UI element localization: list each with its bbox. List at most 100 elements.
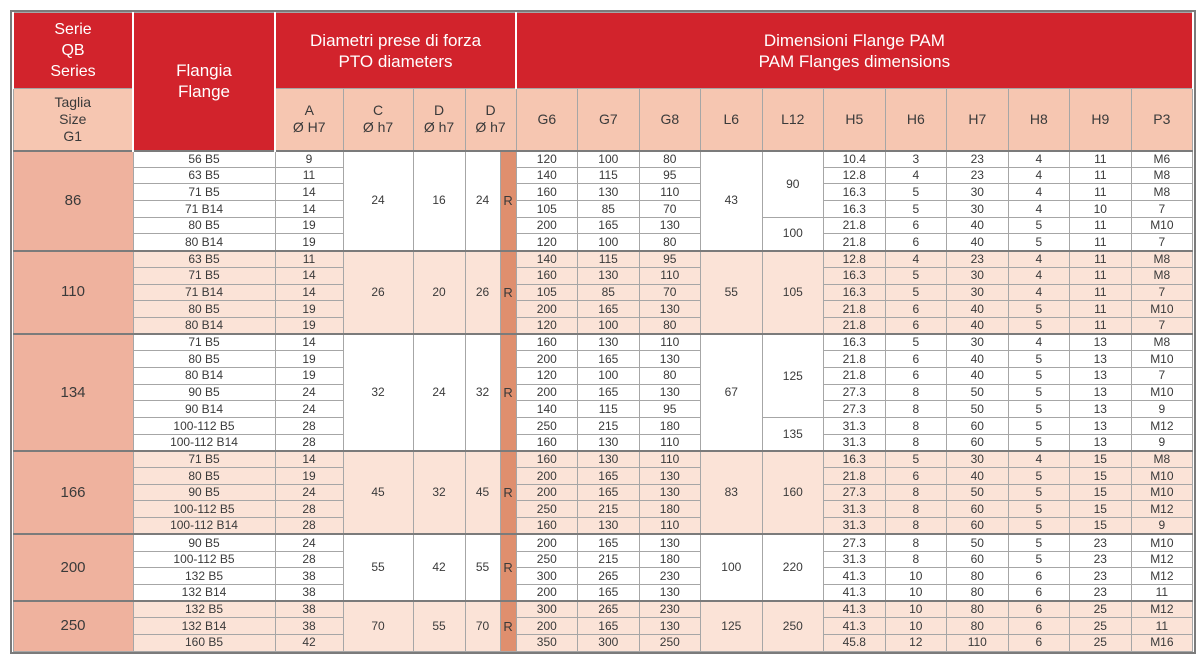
flange-cell: 100-112 B14 <box>132 517 276 535</box>
g7-cell: 165 <box>577 383 640 402</box>
table-row: 80 B14 19 120 100 80 21.8 6 40 5 11 7 <box>13 316 1194 335</box>
col-d1-header: D Ø h7 <box>412 88 466 151</box>
p3-cell: M12 <box>1130 550 1194 569</box>
g7-cell: 130 <box>577 449 640 469</box>
table-row: 90 B5 24 200 165 130 27.3 8 50 5 15 M10 <box>13 483 1194 502</box>
flange-cell: 90 B5 <box>132 533 276 552</box>
table-row: 250 132 B5 38 70 55 70 R 300 265 230 125 250 41.3 10 8… <box>12 600 1194 652</box>
h8-cell: 4 <box>1007 333 1071 352</box>
col-h5-header: H5 <box>823 88 886 151</box>
size-cell: 200 <box>12 533 134 602</box>
h5-cell: 41.3 <box>823 617 886 635</box>
col-fit: Ø H7 <box>292 119 326 136</box>
flange-cell: 71 B14 <box>132 200 276 218</box>
g7-cell: 265 <box>577 600 640 619</box>
g8-cell: 130 <box>638 533 702 552</box>
h8-cell: 4 <box>1007 166 1071 185</box>
h7-cell: 60 <box>946 500 1009 519</box>
h6-cell: 5 <box>884 183 948 202</box>
h9-cell: 13 <box>1069 433 1132 452</box>
g8-cell: 95 <box>638 400 702 418</box>
g6-cell: 140 <box>515 249 579 268</box>
col-p3-header: P3 <box>1130 88 1194 151</box>
h5-cell: 21.8 <box>823 300 886 318</box>
h5-cell: 45.8 <box>823 633 886 652</box>
p3-cell: M6 <box>1130 149 1194 168</box>
size-cell: 250 <box>12 600 134 652</box>
p3-cell: M12 <box>1130 417 1194 435</box>
h9-cell: 13 <box>1069 400 1132 418</box>
size-cell: 134 <box>12 333 134 452</box>
table-row: 80 B5 19 200 165 130 21.8 6 40 5 13 M10 <box>13 350 1194 368</box>
h8-cell: 4 <box>1007 249 1071 268</box>
g7-cell: 165 <box>577 300 640 318</box>
g8-cell: 130 <box>638 483 702 502</box>
g7-cell: 215 <box>577 550 640 569</box>
g7-cell: 85 <box>577 283 640 302</box>
a-cell: 19 <box>274 350 344 368</box>
g7-cell: 165 <box>577 350 640 368</box>
col-g8-header: G8 <box>638 88 702 151</box>
h8-cell: 6 <box>1007 567 1071 585</box>
col-g7-header: G7 <box>577 88 640 151</box>
h7-cell: 60 <box>946 417 1009 435</box>
a-cell: 38 <box>274 583 344 602</box>
l6-cell: 83 <box>700 449 763 535</box>
g8-cell: 95 <box>638 249 702 268</box>
pto-title-line: PTO diameters <box>338 51 453 71</box>
h5-cell: 21.8 <box>823 216 886 235</box>
col-letter: C <box>372 102 384 119</box>
h9-cell: 11 <box>1069 300 1132 318</box>
p3-cell: M10 <box>1130 300 1194 318</box>
h6-cell: 5 <box>884 449 948 469</box>
p3-cell: M10 <box>1130 383 1194 402</box>
h6-cell: 10 <box>884 617 948 635</box>
g8-cell: 130 <box>638 467 702 485</box>
col-a-header: A Ø H7 <box>274 88 344 151</box>
header-row-columns: Taglia Size G1 A Ø H7 C Ø h7 D Ø h7 D Ø … <box>12 88 1194 151</box>
a-cell: 19 <box>274 366 344 385</box>
g7-cell: 165 <box>577 617 640 635</box>
h6-cell: 12 <box>884 633 948 652</box>
flange-cell: 90 B14 <box>132 400 276 418</box>
col-letter: D <box>433 102 445 119</box>
flange-cell: 80 B5 <box>132 467 276 485</box>
g8-cell: 95 <box>638 166 702 185</box>
r-cell: R <box>499 449 517 535</box>
g8-cell: 130 <box>638 300 702 318</box>
h6-cell: 8 <box>884 533 948 552</box>
g6-cell: 120 <box>515 149 579 168</box>
d1-cell: 16 <box>412 149 466 252</box>
g8-cell: 230 <box>638 600 702 619</box>
col-d2-header: D Ø h7 <box>464 88 517 151</box>
h9-cell: 11 <box>1069 149 1132 168</box>
d2-cell: 26 <box>464 249 501 335</box>
table-row: 132 B14 38 200 165 130 41.3 10 80 6 23 11 <box>13 583 1194 602</box>
table-row: 86 56 B5 9 24 16 24 R 120 100 80 43 90 10.4 3 23 4 11 M6 <box>12 149 1194 252</box>
table-row: 80 B14 19 120 100 80 21.8 6 40 5 13 7 <box>13 366 1194 385</box>
h9-cell: 15 <box>1069 449 1132 469</box>
p3-cell: M8 <box>1130 333 1194 352</box>
h7-cell: 50 <box>946 400 1009 418</box>
g8-cell: 130 <box>638 617 702 635</box>
flange-line: Flange <box>178 82 230 102</box>
g8-cell: 130 <box>638 350 702 368</box>
a-cell: 24 <box>274 483 344 502</box>
h9-cell: 23 <box>1069 583 1132 602</box>
flange-header: Flangia Flange <box>132 12 276 151</box>
h9-cell: 11 <box>1069 249 1132 268</box>
h9-cell: 11 <box>1069 233 1132 252</box>
g8-cell: 70 <box>638 283 702 302</box>
h5-cell: 27.3 <box>823 400 886 418</box>
g6-cell: 140 <box>515 166 579 185</box>
h8-cell: 4 <box>1007 149 1071 168</box>
g8-cell: 250 <box>638 633 702 652</box>
h7-cell: 30 <box>946 333 1009 352</box>
a-cell: 19 <box>274 467 344 485</box>
a-cell: 14 <box>274 200 344 218</box>
h8-cell: 4 <box>1007 266 1071 285</box>
p3-cell: 9 <box>1130 400 1194 418</box>
g7-cell: 300 <box>577 633 640 652</box>
flange-cell: 132 B5 <box>132 567 276 585</box>
flange-cell: 71 B5 <box>132 333 276 352</box>
